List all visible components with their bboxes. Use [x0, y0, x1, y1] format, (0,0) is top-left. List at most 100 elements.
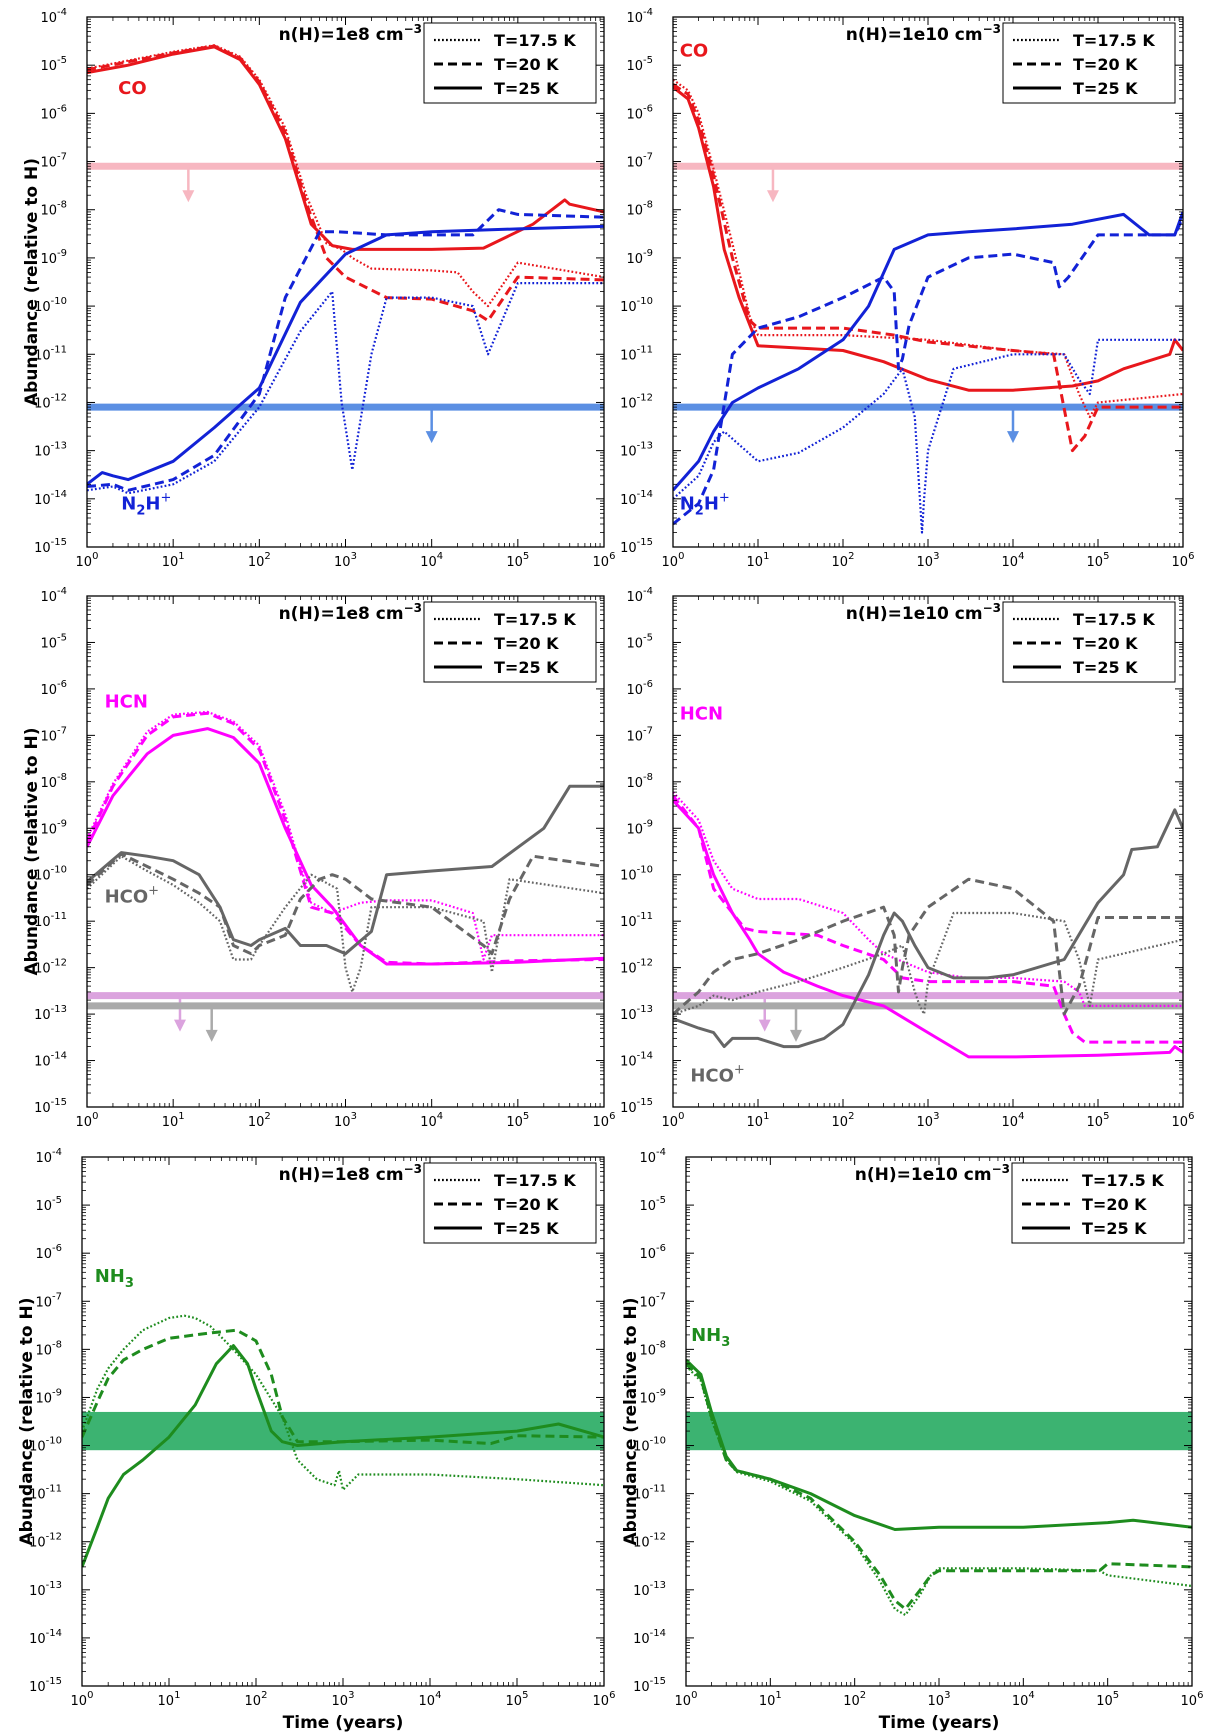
y-tick-label: 10-7 [639, 1291, 666, 1310]
panel-title: n(H)=1e8 cm−3 [279, 1162, 422, 1185]
x-tick-label: 101 [747, 551, 770, 570]
series-line-nh3-dashed [686, 1362, 1192, 1611]
x-tick-label: 100 [675, 1690, 698, 1709]
species-label: HCN [680, 703, 723, 724]
y-tick-label: 10-9 [626, 248, 653, 267]
y-tick-label: 10-9 [40, 248, 67, 267]
series-line-co-solid [673, 85, 1183, 392]
species-label: HCO+ [690, 1063, 744, 1087]
series-line-hcoplus-dotted [673, 911, 1183, 1016]
panel-title: n(H)=1e8 cm−3 [279, 22, 422, 45]
y-tick-label: 10-7 [626, 152, 653, 171]
series-line-co-dotted [87, 44, 604, 308]
species-label: NH3 [691, 1325, 730, 1350]
y-tick-label: 10-5 [626, 55, 653, 74]
y-tick-label: 10-7 [626, 725, 653, 744]
plot-area [87, 710, 604, 1042]
species-label: N2H+ [680, 491, 730, 519]
x-axis-label: Time (years) [283, 1713, 404, 1733]
x-tick-label: 100 [76, 1111, 99, 1130]
plot-area [87, 44, 604, 495]
series-line-hcoplus-dashed [87, 852, 604, 956]
legend-label: T=25 K [494, 1219, 559, 1238]
panel-title: n(H)=1e8 cm−3 [279, 601, 422, 624]
y-tick-label: 10-4 [40, 586, 67, 605]
series-line-n2hplus-solid [87, 224, 604, 486]
legend-label: T=17.5 K [1082, 1171, 1164, 1190]
y-tick-label: 10-14 [620, 489, 653, 508]
x-tick-label: 100 [76, 551, 99, 570]
plot-area [686, 1358, 1192, 1617]
legend: T=17.5 K T=20 K T=25 K [423, 22, 597, 104]
legend: T=17.5 K T=20 K T=25 K [1002, 601, 1176, 683]
observed-range-band [686, 1411, 1192, 1451]
y-tick-label: 10-13 [29, 1580, 62, 1599]
y-tick-label: 10-14 [34, 1051, 67, 1070]
y-tick-label: 10-14 [34, 489, 67, 508]
x-tick-label: 104 [420, 1111, 443, 1130]
y-tick-label: 10-6 [40, 679, 67, 698]
legend-label: T=17.5 K [494, 610, 576, 629]
legend-label: T=20 K [1073, 634, 1138, 653]
x-tick-label: 104 [1012, 1690, 1035, 1709]
y-tick-label: 10-14 [29, 1628, 62, 1647]
series-line-n2hplus-dotted [87, 282, 604, 495]
x-tick-label: 102 [248, 1111, 271, 1130]
legend-label: T=25 K [494, 658, 559, 677]
y-tick-label: 10-4 [40, 7, 67, 26]
y-tick-label: 10-11 [620, 344, 653, 363]
y-tick-label: 10-5 [639, 1195, 666, 1214]
upper-limit-arrow-head [758, 1019, 771, 1032]
x-axis-label: Time (years) [879, 1713, 1000, 1733]
x-tick-label: 105 [506, 1690, 529, 1709]
y-tick-label: 10-10 [620, 865, 653, 884]
legend: T=17.5 K T=20 K T=25 K [423, 1162, 597, 1244]
upper-limit-arrow-head [173, 1019, 186, 1032]
chart-panel-1: 100 101 102 103 104 105 10610-1510-1410-1310-1… [22, 7, 615, 570]
y-tick-label: 10-8 [626, 200, 653, 219]
chart-panel-5: 100 101 102 103 104 105 10610-1510-1410-1310-1… [17, 1147, 615, 1733]
y-tick-label: 10-13 [34, 441, 67, 460]
y-tick-label: 10-8 [40, 200, 67, 219]
series-line-hcn-solid [673, 799, 1183, 1059]
series-line-hcoplus-dashed [673, 877, 1183, 1016]
y-tick-label: 10-15 [620, 1097, 653, 1116]
chart-panel-3: 100 101 102 103 104 105 10610-1510-1410-1310-1… [22, 586, 615, 1130]
y-tick-label: 10-6 [626, 103, 653, 122]
x-tick-label: 106 [1172, 1111, 1195, 1130]
y-tick-label: 10-13 [34, 1004, 67, 1023]
series-line-nh3-solid [82, 1344, 604, 1568]
chart-panel-2: 100 101 102 103 104 105 106 10-15 10-14 10-13 10-1… [620, 7, 1194, 570]
x-tick-label: 102 [843, 1690, 866, 1709]
y-tick-label: 10-9 [626, 818, 653, 837]
y-tick-label: 10-12 [620, 958, 653, 977]
legend-label: T=20 K [1073, 55, 1138, 74]
upper-limit-arrow-head [766, 190, 779, 203]
series-line-co-dashed [87, 44, 604, 323]
y-tick-label: 10-7 [35, 1291, 62, 1310]
y-tick-label: 10-12 [620, 392, 653, 411]
x-tick-label: 105 [1087, 1111, 1110, 1130]
series-line-n2hplus-solid [673, 211, 1183, 492]
series-line-hcoplus-dotted [87, 855, 604, 993]
y-tick-label: 10-9 [639, 1387, 666, 1406]
legend-label: T=20 K [494, 1195, 559, 1214]
x-tick-label: 101 [759, 1690, 782, 1709]
upper-limit-arrow-head [1007, 431, 1019, 444]
series-line-n2hplus-dotted [673, 338, 1183, 534]
y-tick-label: 10-15 [633, 1676, 666, 1695]
species-label: N2H+ [121, 491, 171, 519]
legend-label: T=20 K [494, 55, 559, 74]
series-line-n2hplus-dashed [87, 208, 604, 492]
series-line-nh3-dotted [686, 1365, 1192, 1617]
series-line-co-dotted [673, 78, 1183, 419]
legend: T=17.5 K T=20 K T=25 K [1002, 22, 1176, 104]
chart-panel-4: 100 101 102 103 104 105 106 10-15 10-14 10-13 10-1… [620, 586, 1194, 1130]
species-label: CO [118, 78, 147, 99]
y-tick-label: 10-8 [626, 772, 653, 791]
series-line-hcn-dashed [673, 794, 1183, 1044]
y-tick-label: 10-8 [40, 772, 67, 791]
x-tick-label: 106 [593, 1690, 616, 1709]
legend: T=17.5 K T=20 K T=25 K [423, 601, 597, 683]
legend-label: T=20 K [494, 634, 559, 653]
